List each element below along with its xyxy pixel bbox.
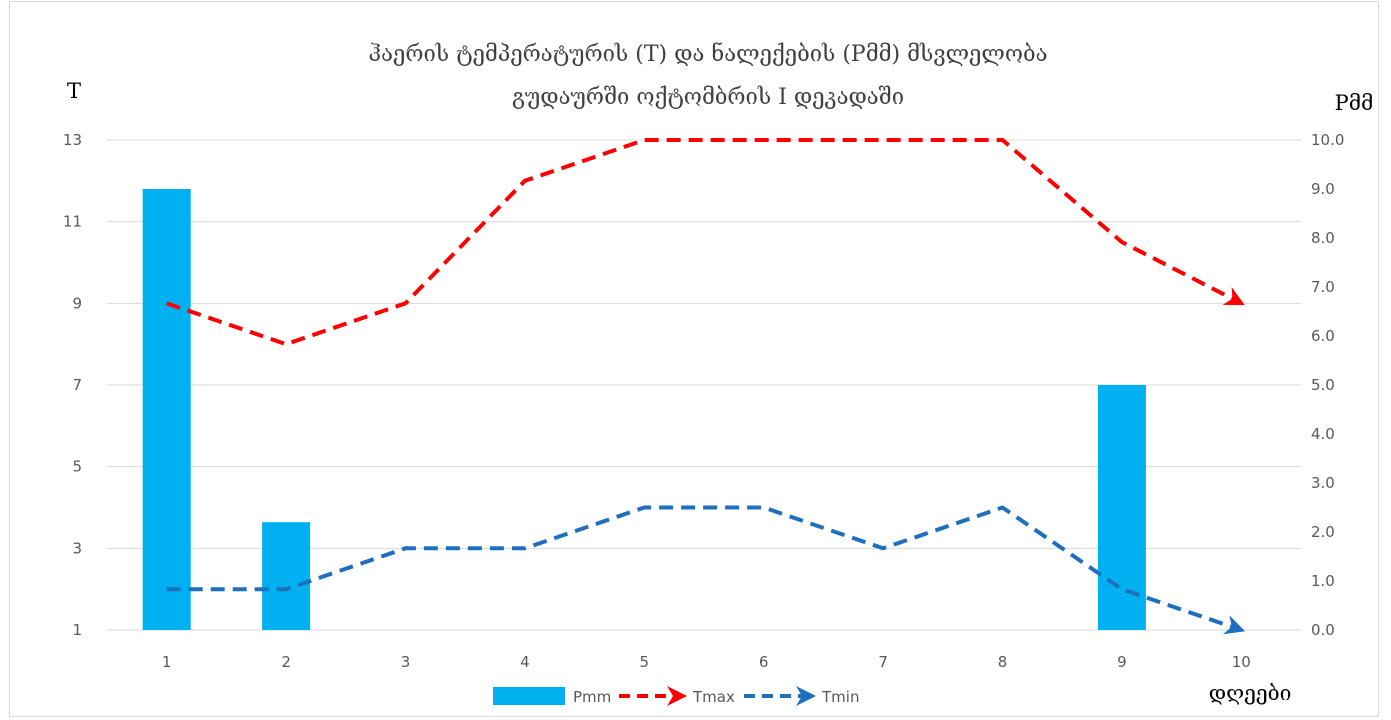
temperature-lines (166, 138, 1246, 635)
left-tick-label: 5 (72, 458, 82, 476)
legend-label-tmax: Tmax (692, 688, 735, 706)
right-tick-label: 9.0 (1311, 180, 1335, 198)
pmm-bar (142, 189, 191, 630)
x-axis-ticks: 1 2 3 4 5 6 7 8 9 10 (162, 653, 1251, 671)
right-tick-label: 8.0 (1311, 229, 1335, 247)
right-tick-label: 4.0 (1311, 425, 1335, 443)
series-line-tmin (166, 505, 1246, 635)
x-tick-label: 9 (1117, 653, 1127, 671)
x-tick-label: 2 (281, 653, 291, 671)
x-tick-label: 10 (1232, 653, 1251, 671)
x-tick-label: 6 (759, 653, 769, 671)
pmm-bar (1097, 385, 1146, 630)
x-tick-label: 1 (162, 653, 172, 671)
right-axis-title: Pმმ (1335, 91, 1374, 115)
pmm-bars (142, 189, 1146, 630)
x-tick-label: 4 (520, 653, 530, 671)
left-tick-label: 1 (72, 621, 82, 639)
x-axis-title: დღეები (1209, 681, 1292, 705)
legend-label-pmm: Pmm (573, 688, 611, 706)
right-tick-label: 2.0 (1311, 523, 1335, 541)
legend-label-tmin: Tmin (821, 688, 859, 706)
left-tick-label: 7 (72, 376, 82, 394)
x-tick-label: 7 (878, 653, 888, 671)
left-tick-label: 11 (63, 213, 82, 231)
right-tick-label: 0.0 (1311, 621, 1335, 639)
legend: Pmm Tmax Tmin (493, 686, 859, 706)
left-tick-label: 9 (72, 294, 82, 312)
series-line-tmax (166, 138, 1245, 347)
x-tick-label: 8 (998, 653, 1008, 671)
right-tick-label: 10.0 (1311, 131, 1344, 149)
chart-frame (9, 1, 1379, 717)
right-tick-label: 1.0 (1311, 572, 1335, 590)
chart-title-line-2: გუდაურში ოქტომბრის I დეკადაში (512, 85, 904, 110)
x-tick-label: 3 (401, 653, 411, 671)
right-tick-label: 7.0 (1311, 278, 1335, 296)
legend-swatch-pmm (493, 687, 565, 705)
pmm-bar (262, 522, 311, 630)
right-tick-label: 3.0 (1311, 474, 1335, 492)
x-tick-label: 5 (640, 653, 650, 671)
chart-title-line-1: ჰაერის ტემპერატურის (T) და ნალექების (Pმ… (369, 41, 1048, 67)
right-axis-ticks: 0.0 1.0 2.0 3.0 4.0 5.0 6.0 7.0 8.0 9.0 10.0 (1311, 131, 1344, 639)
right-tick-label: 6.0 (1311, 327, 1335, 345)
left-axis-title: T (67, 79, 81, 103)
right-tick-label: 5.0 (1311, 376, 1335, 394)
left-tick-label: 3 (72, 539, 82, 557)
left-tick-label: 13 (63, 131, 82, 149)
